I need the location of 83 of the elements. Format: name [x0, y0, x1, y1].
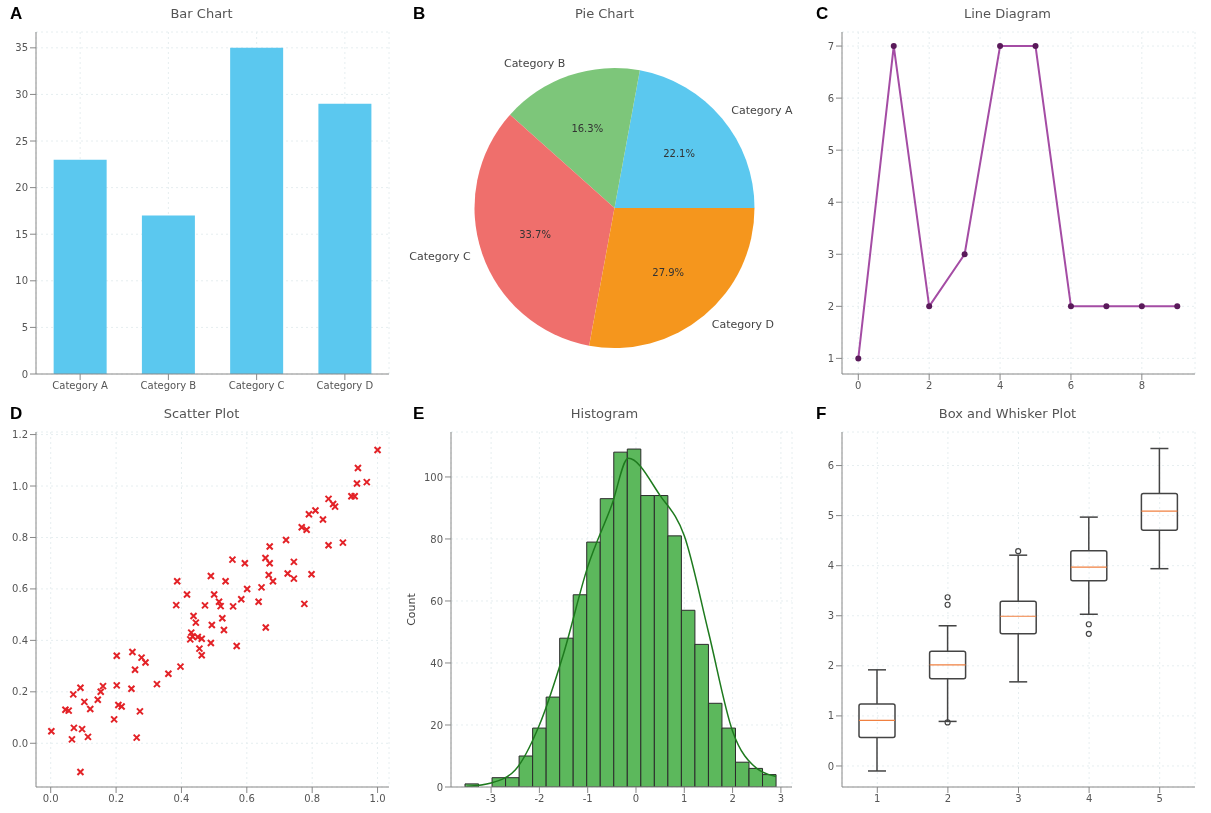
x-tick-label: Category A	[52, 380, 109, 392]
y-tick-label: 1	[827, 710, 834, 722]
y-tick-label: 0	[436, 781, 443, 793]
y-tick-label: 5	[827, 144, 834, 156]
text: C	[816, 4, 829, 23]
x-tick-label: 8	[1138, 380, 1146, 392]
slice-label: Category D	[711, 317, 774, 331]
y-tick-label: 0.8	[12, 532, 28, 544]
y-tick-label: 0	[827, 760, 834, 772]
data-label: 33.7%	[519, 229, 551, 241]
x-tick-label: 0.4	[173, 793, 190, 805]
x-tick-label: Category B	[140, 380, 197, 392]
y-tick-label: 3	[827, 610, 834, 622]
x-tick-label: 0.0	[42, 793, 59, 805]
y-tick-label: 0.4	[12, 634, 28, 646]
x-tick-label: -3	[486, 793, 497, 805]
y-tick-label: 35	[15, 42, 28, 54]
y-axis-title: Count	[404, 592, 418, 626]
x-tick-label: -1	[582, 793, 593, 805]
chart-title: Pie Chart	[574, 6, 635, 21]
data-label: 16.3%	[571, 122, 604, 134]
chart-title: Histogram	[570, 406, 639, 421]
x-tick-label: 3	[777, 793, 785, 805]
x-tick-label: 1.0	[369, 793, 386, 805]
y-tick-label: 20	[15, 182, 28, 194]
y-tick-label: 4	[827, 196, 834, 208]
y-tick-label: 2	[827, 660, 834, 672]
x-tick-label: 5	[1156, 793, 1163, 805]
x-tick-label: Category D	[316, 380, 374, 392]
x-tick-label: 0.2	[108, 793, 125, 805]
y-tick-label: 25	[15, 135, 28, 147]
y-tick-label: 0.2	[12, 686, 28, 698]
data-label: 22.1%	[663, 148, 695, 160]
text: D	[10, 404, 23, 423]
chart-title: Box and Whisker Plot	[938, 406, 1077, 421]
y-tick-label: 1	[827, 352, 834, 364]
x-tick-label: 1	[681, 793, 688, 805]
x-tick-label: 0	[632, 793, 640, 805]
x-tick-label: 0	[855, 380, 862, 392]
y-tick-label: 40	[430, 657, 443, 669]
x-tick-label: 6	[1067, 380, 1075, 392]
x-tick-label: 0.6	[238, 793, 255, 805]
y-tick-label: 3	[827, 248, 834, 260]
x-tick-label: 1	[874, 793, 881, 805]
text: F	[816, 404, 827, 423]
y-tick-label: 2	[827, 300, 834, 312]
x-tick-label: 4	[1085, 793, 1093, 805]
y-tick-label: 5	[827, 510, 834, 522]
data-label: 27.9%	[652, 266, 685, 278]
y-tick-label: 80	[430, 533, 443, 545]
y-tick-label: 10	[15, 275, 28, 287]
text: E	[413, 404, 425, 423]
x-tick-label: 0.8	[304, 793, 321, 805]
x-tick-label: 2	[944, 793, 952, 805]
y-tick-label: 6	[827, 92, 834, 104]
y-tick-label: 15	[15, 228, 28, 240]
chart-title: Bar Chart	[170, 6, 233, 21]
y-tick-label: 4	[827, 560, 834, 572]
slice-label: Category A	[731, 103, 794, 117]
y-tick-label: 7	[827, 40, 834, 52]
x-tick-label: 2	[926, 380, 933, 392]
slice-label: Category C	[409, 250, 471, 264]
y-tick-label: 0.0	[12, 737, 28, 749]
y-tick-label: 0.6	[12, 583, 28, 595]
x-tick-label: Category C	[228, 380, 285, 392]
y-tick-label: 30	[15, 88, 28, 100]
x-tick-label: -2	[534, 793, 545, 805]
y-tick-label: 1.0	[12, 480, 28, 492]
y-tick-label: 60	[430, 595, 443, 607]
text: B	[413, 4, 426, 23]
x-tick-label: 4	[996, 380, 1004, 392]
x-tick-label: 2	[729, 793, 736, 805]
chart-title: Scatter Plot	[163, 406, 240, 421]
x-tick-label: 3	[1015, 793, 1022, 805]
y-tick-label: 1.2	[12, 429, 28, 441]
y-tick-label: 5	[21, 321, 28, 333]
y-tick-label: 100	[423, 471, 443, 483]
text: A	[10, 4, 23, 23]
y-tick-label: 0	[21, 368, 28, 380]
slice-label: Category B	[503, 57, 566, 71]
y-tick-label: 20	[430, 719, 443, 731]
y-tick-label: 6	[827, 460, 834, 472]
chart-title: Line Diagram	[963, 6, 1052, 21]
